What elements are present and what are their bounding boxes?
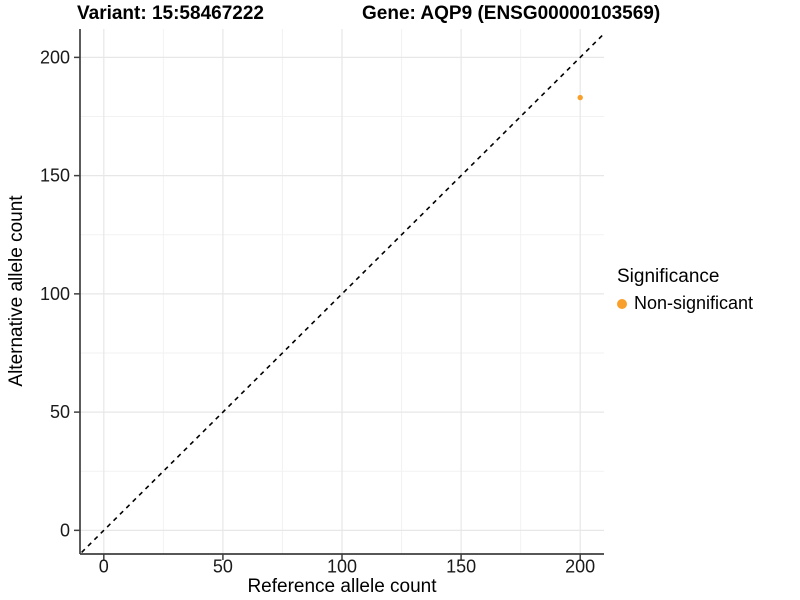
legend-entry-label: Non-significant [634, 293, 754, 313]
x-axis-label: Reference allele count [247, 576, 437, 597]
plot-title-variant: Variant: 15:58467222 [77, 3, 264, 24]
legend-title: Significance [617, 266, 720, 287]
plot-title-gene: Gene: AQP9 (ENSG00000103569) [362, 3, 661, 24]
x-tick-label: 200 [565, 557, 595, 577]
y-axis-label: Alternative allele count [6, 195, 27, 387]
legend: Significance Non-significant [617, 266, 753, 314]
y-tick-label: 100 [40, 284, 70, 304]
point-marker-icon [617, 298, 627, 309]
legend-entry: Non-significant [617, 293, 753, 314]
y-tick-label: 150 [40, 166, 70, 186]
y-tick-label: 50 [50, 402, 70, 422]
data-point [577, 94, 583, 101]
x-tick-label: 150 [446, 557, 476, 577]
y-tick-label: 0 [60, 520, 70, 540]
identity-line [80, 32, 604, 554]
y-tick-label: 200 [40, 47, 70, 67]
x-tick-label: 0 [99, 557, 109, 577]
x-tick-label: 100 [327, 557, 357, 577]
x-tick-label: 50 [213, 557, 233, 577]
